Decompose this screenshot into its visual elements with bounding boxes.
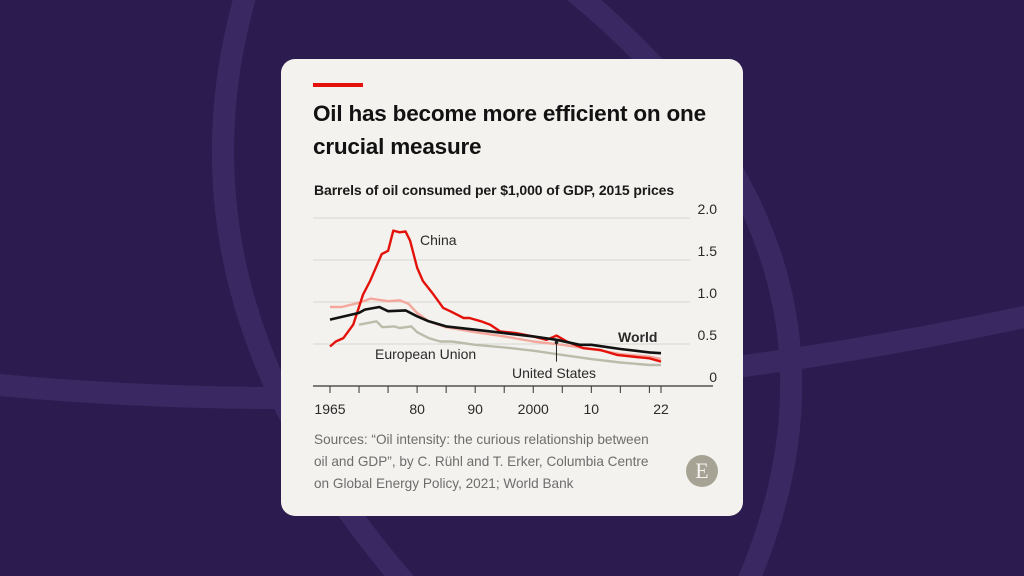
x-tick-label: 1965: [314, 401, 345, 417]
y-tick-label: 2.0: [698, 201, 718, 217]
x-tick-label: 80: [409, 401, 425, 417]
series-line-world: [329, 305, 662, 355]
accent-bar: [313, 83, 363, 87]
x-tick-label: 90: [467, 401, 483, 417]
y-tick-label: 1.0: [698, 285, 718, 301]
label-world: World: [618, 329, 657, 345]
x-tick-label: 22: [653, 401, 669, 417]
sources-note: Sources: “Oil intensity: the curious rel…: [314, 432, 649, 491]
y-tick-label: 0.5: [698, 327, 718, 343]
economist-logo-icon: E: [686, 455, 718, 487]
series-line-china: [329, 229, 662, 363]
label-united-states: United States: [512, 365, 596, 381]
chart-title: Oil has become more efficient on one cru…: [313, 101, 706, 159]
chart-card: Oil has become more efficient on one cru…: [281, 59, 743, 516]
series-line-european-union: [358, 320, 661, 367]
x-tick-label: 2000: [518, 401, 549, 417]
chart-subtitle: Barrels of oil consumed per $1,000 of GD…: [314, 182, 675, 198]
label-european-union: European Union: [375, 346, 476, 362]
line-chart: 0 0.5 1.0 1.5 2.0 1965 80 90 2000 10 22 China Wor…: [313, 201, 718, 417]
y-tick-label: 0: [709, 369, 717, 385]
x-tick-label: 10: [584, 401, 600, 417]
y-tick-label: 1.5: [698, 243, 718, 259]
us-leader-dot: [554, 340, 559, 345]
label-china: China: [420, 232, 457, 248]
